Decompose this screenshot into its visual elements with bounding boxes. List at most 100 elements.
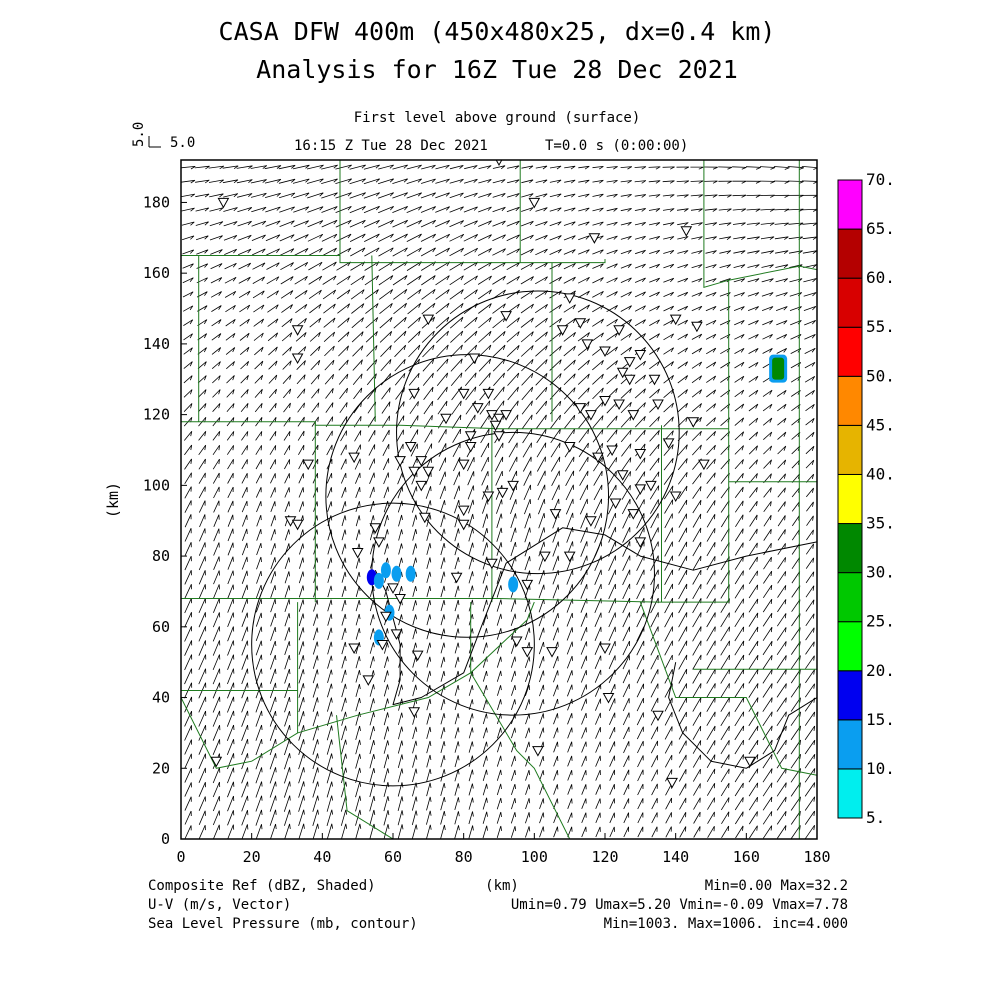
wind-vector bbox=[760, 236, 775, 240]
station-marker bbox=[623, 357, 636, 368]
wind-vector bbox=[804, 796, 816, 811]
wind-vector bbox=[454, 783, 460, 796]
wind-vector bbox=[463, 234, 479, 242]
wind-vector bbox=[463, 289, 478, 300]
wind-vector bbox=[182, 249, 195, 255]
wind-vector bbox=[339, 402, 348, 414]
wind-vector bbox=[382, 458, 390, 471]
wind-vector bbox=[718, 222, 732, 226]
wind-vector bbox=[384, 670, 389, 683]
wind-vector bbox=[623, 769, 630, 782]
wind-vector bbox=[312, 795, 319, 812]
wind-vector bbox=[380, 359, 392, 372]
wind-vector bbox=[195, 235, 209, 241]
wind-vector bbox=[649, 347, 660, 355]
wind-vector bbox=[270, 612, 277, 627]
wind-vector bbox=[595, 755, 601, 767]
wind-vector bbox=[720, 683, 730, 698]
wind-vector bbox=[748, 811, 758, 825]
wind-vector bbox=[294, 289, 308, 299]
wind-vector bbox=[364, 233, 380, 242]
wind-vector bbox=[454, 755, 460, 768]
wind-vector bbox=[592, 179, 604, 184]
wind-vector bbox=[637, 769, 644, 782]
footer-field3: Sea Level Pressure (mb, contour) bbox=[148, 916, 418, 932]
wind-vector bbox=[412, 614, 417, 626]
wind-vector bbox=[622, 569, 631, 586]
wind-vector bbox=[550, 442, 561, 458]
station-marker bbox=[468, 353, 481, 365]
wind-vector bbox=[664, 740, 673, 754]
wind-vector bbox=[637, 798, 644, 810]
wind-vector bbox=[563, 262, 576, 270]
wind-vector bbox=[327, 697, 333, 712]
wind-vector bbox=[449, 178, 464, 184]
wind-vector bbox=[567, 784, 573, 795]
wind-vector bbox=[776, 782, 787, 797]
wind-vector bbox=[734, 725, 745, 741]
colorbar-label: 50. bbox=[866, 366, 895, 385]
wind-vector bbox=[634, 222, 646, 226]
wind-vector bbox=[566, 598, 574, 613]
wind-vector bbox=[212, 710, 221, 727]
wind-vector bbox=[226, 389, 235, 398]
wind-vector bbox=[468, 528, 474, 542]
wind-vector bbox=[718, 166, 733, 170]
wind-vector bbox=[482, 769, 488, 782]
wind-vector bbox=[198, 389, 207, 398]
wind-vector bbox=[567, 684, 573, 697]
colorbar: 5.10.15.20.25.30.35.40.45.50.55.60.65.70… bbox=[837, 170, 895, 827]
wind-vector bbox=[705, 292, 717, 297]
wind-vector bbox=[213, 598, 220, 613]
station-marker bbox=[599, 643, 611, 655]
wind-vector bbox=[622, 626, 630, 642]
wind-vector bbox=[324, 359, 335, 371]
wind-vector bbox=[270, 823, 277, 839]
wind-vector bbox=[802, 194, 817, 198]
wind-vector bbox=[250, 165, 268, 169]
wind-vector bbox=[327, 557, 333, 569]
wind-vector bbox=[198, 486, 206, 499]
wind-vector bbox=[622, 527, 631, 543]
wind-vector bbox=[593, 470, 603, 486]
wind-vector bbox=[609, 741, 616, 753]
wind-vector bbox=[706, 569, 716, 585]
wind-vector bbox=[594, 569, 602, 585]
wind-vector bbox=[393, 302, 407, 315]
wind-vector bbox=[777, 599, 787, 613]
vector-reference: 5.0 5.0 bbox=[131, 122, 195, 151]
station-markers bbox=[210, 160, 756, 789]
wind-vector bbox=[213, 824, 220, 839]
station-marker bbox=[210, 756, 223, 768]
wind-vector bbox=[270, 487, 276, 498]
wind-vector bbox=[539, 826, 545, 838]
wind-vector bbox=[426, 782, 432, 797]
wind-vector bbox=[241, 598, 248, 613]
wind-vector bbox=[380, 345, 392, 357]
wind-vector bbox=[341, 739, 347, 755]
wind-vector bbox=[420, 219, 437, 228]
wind-vector bbox=[776, 697, 787, 712]
wind-vector bbox=[664, 583, 673, 600]
wind-vector bbox=[364, 247, 380, 257]
wind-vector bbox=[623, 783, 630, 796]
wind-vector bbox=[608, 569, 616, 586]
wind-vector bbox=[340, 458, 347, 470]
wind-vector bbox=[184, 514, 192, 528]
wind-vector bbox=[451, 414, 462, 429]
wind-vector bbox=[525, 741, 530, 753]
wind-vector bbox=[678, 612, 688, 628]
wind-vector bbox=[538, 584, 545, 599]
wind-vector bbox=[492, 303, 506, 314]
colorbar-swatch bbox=[837, 375, 863, 426]
wind-vector bbox=[748, 626, 759, 642]
wind-vector bbox=[720, 640, 730, 656]
station-marker bbox=[652, 710, 664, 722]
wind-vector bbox=[595, 798, 601, 809]
wind-vector bbox=[664, 513, 673, 529]
wind-vector bbox=[237, 234, 252, 241]
wind-vector bbox=[280, 290, 294, 299]
colorbar-label: 65. bbox=[866, 219, 895, 238]
wind-vector bbox=[664, 612, 673, 628]
wind-vector bbox=[566, 641, 573, 655]
